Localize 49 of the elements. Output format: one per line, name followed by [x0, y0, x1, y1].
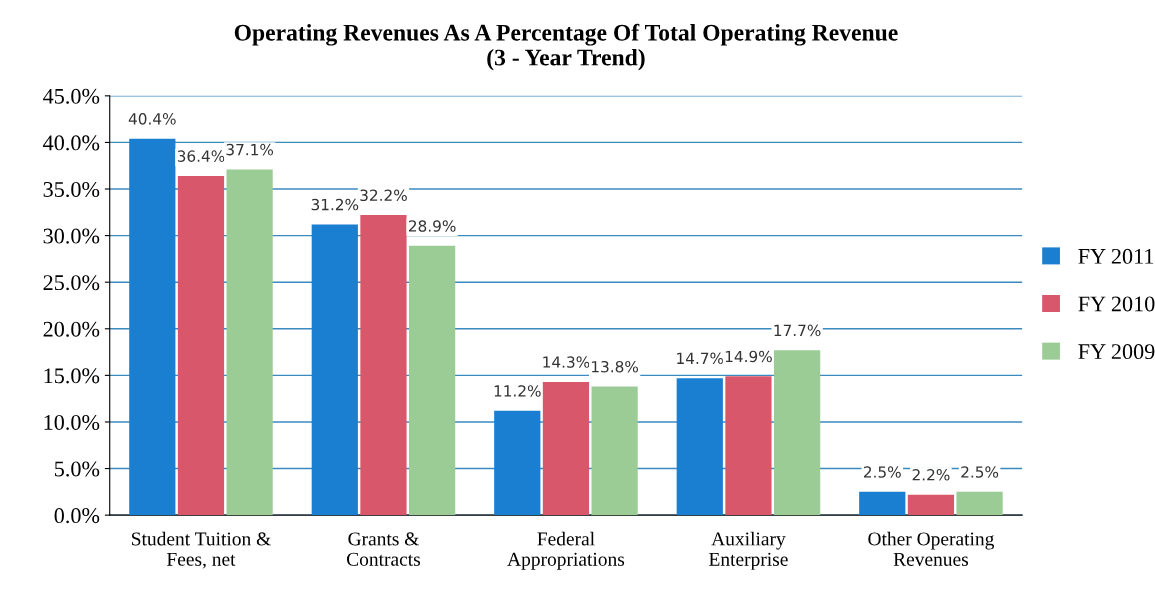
bar [859, 491, 906, 516]
y-tick-label: 20.0% [43, 321, 100, 337]
y-tick-label: 45.0% [43, 88, 100, 104]
bar [360, 215, 407, 516]
y-tick-label: 5.0% [55, 461, 100, 477]
bar [676, 378, 723, 516]
legend-label: FY 2010 [1078, 296, 1155, 312]
chart-title: Operating Revenues As A Percentage Of Total Operating Revenue (3 - Year Trend) [234, 23, 898, 71]
x-tick-label: Other Operating Revenues [868, 531, 994, 566]
x-tick-label: Grants & Contracts [347, 532, 421, 566]
bar [494, 410, 541, 516]
bar [773, 350, 821, 516]
y-tick-label: 30.0% [43, 228, 100, 244]
bar [311, 224, 358, 516]
bar [956, 491, 1003, 516]
data-label: 14.3% [543, 356, 590, 368]
y-tick-label: 25.0% [43, 275, 100, 291]
x-tick-label: Auxiliary Enterprise [709, 531, 788, 570]
y-tick-label: 15.0% [44, 368, 100, 384]
bar [129, 138, 176, 516]
data-label: 11.2% [494, 385, 541, 397]
legend-label: FY 2011 [1078, 248, 1154, 264]
bar [409, 245, 456, 516]
data-label: 32.2% [360, 189, 407, 202]
data-label: 36.4% [177, 150, 225, 162]
data-label: 40.4% [128, 113, 176, 125]
legend-label: FY 2009 [1078, 344, 1155, 360]
bar [725, 376, 772, 516]
bar [542, 381, 590, 516]
x-tick-label: Federal Appropriations [507, 531, 625, 570]
bar [177, 175, 225, 516]
y-tick-label: 10.0% [44, 414, 100, 430]
data-label: 13.8% [592, 360, 639, 373]
bar [226, 169, 273, 516]
y-tick-label: 40.0% [43, 135, 100, 151]
data-label: 31.2% [311, 198, 359, 211]
data-label: 37.1% [226, 143, 274, 156]
y-tick-label: 0.0% [54, 508, 100, 524]
data-label: 2.5% [961, 466, 999, 478]
data-label: 2.2% [912, 469, 950, 481]
data-label: 2.5% [863, 466, 901, 478]
bar [591, 386, 638, 516]
y-tick-label: 35.0% [43, 181, 100, 198]
data-label: 14.9% [725, 350, 772, 363]
x-tick-label: Student Tuition & Fees, net [132, 531, 271, 569]
data-label: 17.7% [774, 324, 821, 337]
data-label: 14.7% [677, 352, 724, 365]
bar [907, 494, 955, 516]
data-label: 28.9% [408, 220, 456, 232]
